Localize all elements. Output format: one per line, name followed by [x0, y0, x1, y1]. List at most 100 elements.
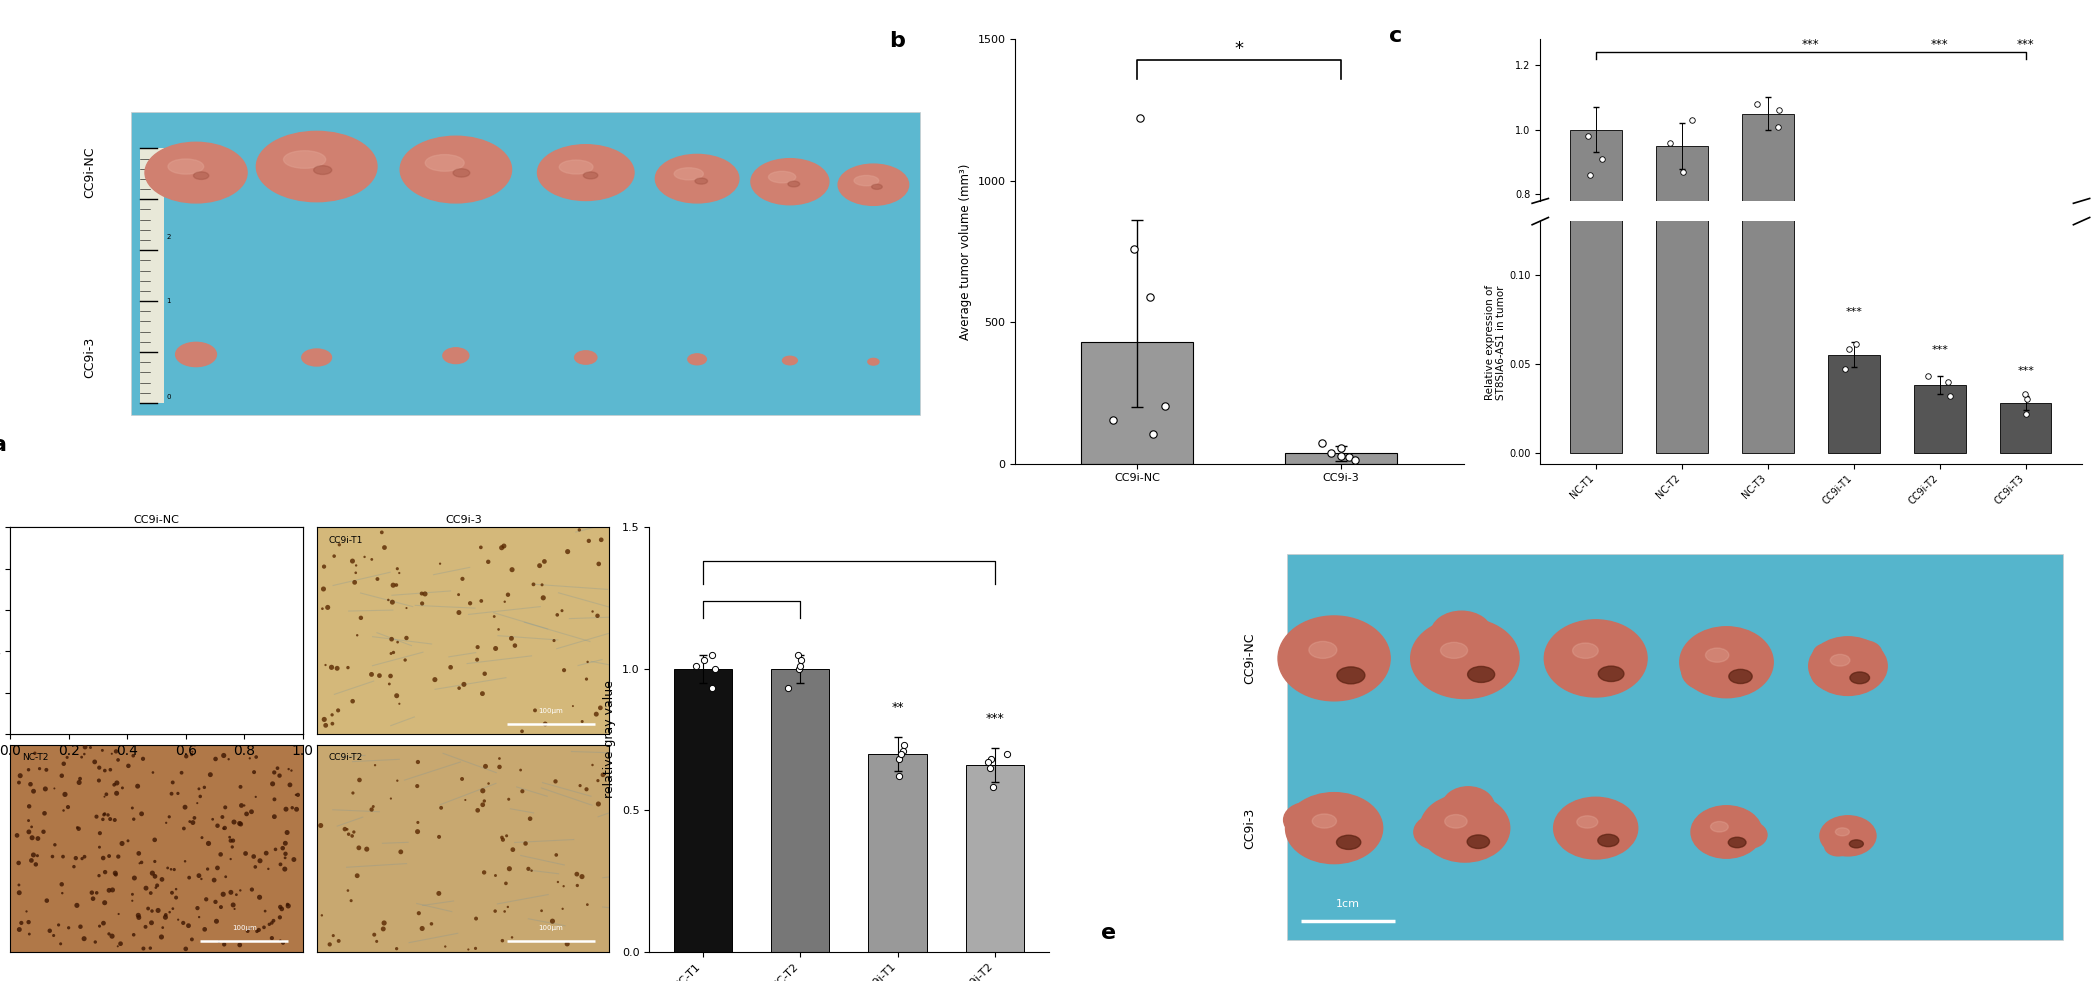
Ellipse shape — [1431, 611, 1492, 656]
Point — [149, 907, 182, 923]
Point — [1653, 134, 1686, 150]
Point — [105, 936, 138, 952]
Point — [176, 556, 209, 572]
Point — [883, 751, 916, 767]
Point — [0, 621, 31, 637]
Point — [695, 646, 728, 662]
Ellipse shape — [839, 164, 908, 205]
Ellipse shape — [1598, 834, 1619, 847]
Point — [182, 868, 215, 884]
Point — [88, 763, 121, 779]
Point — [103, 618, 136, 634]
Point — [548, 662, 582, 678]
Point — [92, 849, 126, 864]
Point — [575, 603, 609, 619]
Point — [517, 577, 550, 593]
Point — [485, 832, 519, 848]
Point — [343, 840, 377, 855]
Point — [249, 846, 282, 861]
Point — [1931, 374, 1964, 389]
Point — [276, 588, 310, 603]
Ellipse shape — [1341, 818, 1379, 847]
Point — [236, 849, 270, 864]
Point — [98, 866, 132, 882]
Point — [238, 859, 272, 875]
Text: 100μm: 100μm — [538, 925, 563, 931]
Point — [467, 783, 500, 799]
Point — [485, 830, 519, 846]
Point — [128, 941, 161, 956]
Point — [161, 622, 195, 638]
Point — [496, 930, 529, 946]
Bar — [1571, 0, 1621, 453]
Point — [270, 801, 303, 817]
Point — [176, 532, 209, 547]
Point — [167, 800, 201, 815]
Point — [372, 676, 406, 692]
Point — [347, 549, 381, 565]
Point — [0, 655, 29, 671]
Point — [75, 891, 109, 906]
Point — [115, 893, 149, 908]
Point — [209, 800, 243, 815]
Point — [138, 853, 172, 869]
Point — [276, 800, 310, 815]
Point — [38, 634, 71, 649]
Point — [82, 760, 115, 776]
Point — [61, 898, 94, 913]
Point — [211, 698, 245, 714]
Point — [73, 674, 107, 690]
Point — [61, 563, 94, 579]
Point — [100, 752, 134, 768]
Text: a: a — [0, 436, 6, 455]
Point — [94, 588, 128, 603]
Point — [15, 819, 48, 835]
Point — [224, 937, 257, 953]
Point — [274, 777, 308, 793]
Point — [213, 560, 247, 576]
Point — [126, 806, 159, 822]
Point — [4, 915, 38, 931]
Point — [308, 559, 341, 575]
Point — [331, 883, 364, 899]
Point — [314, 659, 347, 675]
Point — [257, 582, 291, 597]
Ellipse shape — [1326, 631, 1366, 661]
Point — [272, 761, 305, 777]
Point — [69, 580, 103, 595]
Point — [381, 941, 414, 956]
Point — [90, 787, 123, 802]
Point — [0, 535, 33, 550]
Ellipse shape — [444, 348, 469, 364]
Point — [259, 842, 293, 857]
Point — [272, 653, 305, 669]
Point — [975, 751, 1008, 767]
Point — [88, 789, 121, 804]
Point — [1828, 430, 1862, 445]
Point — [180, 901, 213, 916]
Point — [249, 635, 282, 650]
Point — [238, 633, 272, 648]
Point — [383, 565, 416, 581]
Point — [13, 926, 46, 942]
Point — [490, 875, 523, 891]
Point — [169, 941, 203, 956]
Ellipse shape — [1446, 814, 1466, 828]
Point — [174, 813, 207, 829]
Point — [496, 562, 529, 578]
Point — [272, 898, 305, 913]
Point — [234, 671, 268, 687]
Point — [280, 787, 314, 802]
Point — [257, 649, 291, 665]
Point — [268, 678, 301, 694]
Point — [86, 851, 119, 866]
Point — [107, 780, 140, 796]
Ellipse shape — [1824, 837, 1851, 855]
Point — [542, 874, 575, 890]
Point — [67, 849, 100, 864]
Point — [163, 719, 197, 735]
Point — [374, 645, 408, 661]
Point — [144, 929, 178, 945]
Point — [496, 842, 529, 857]
FancyBboxPatch shape — [1287, 554, 2063, 940]
